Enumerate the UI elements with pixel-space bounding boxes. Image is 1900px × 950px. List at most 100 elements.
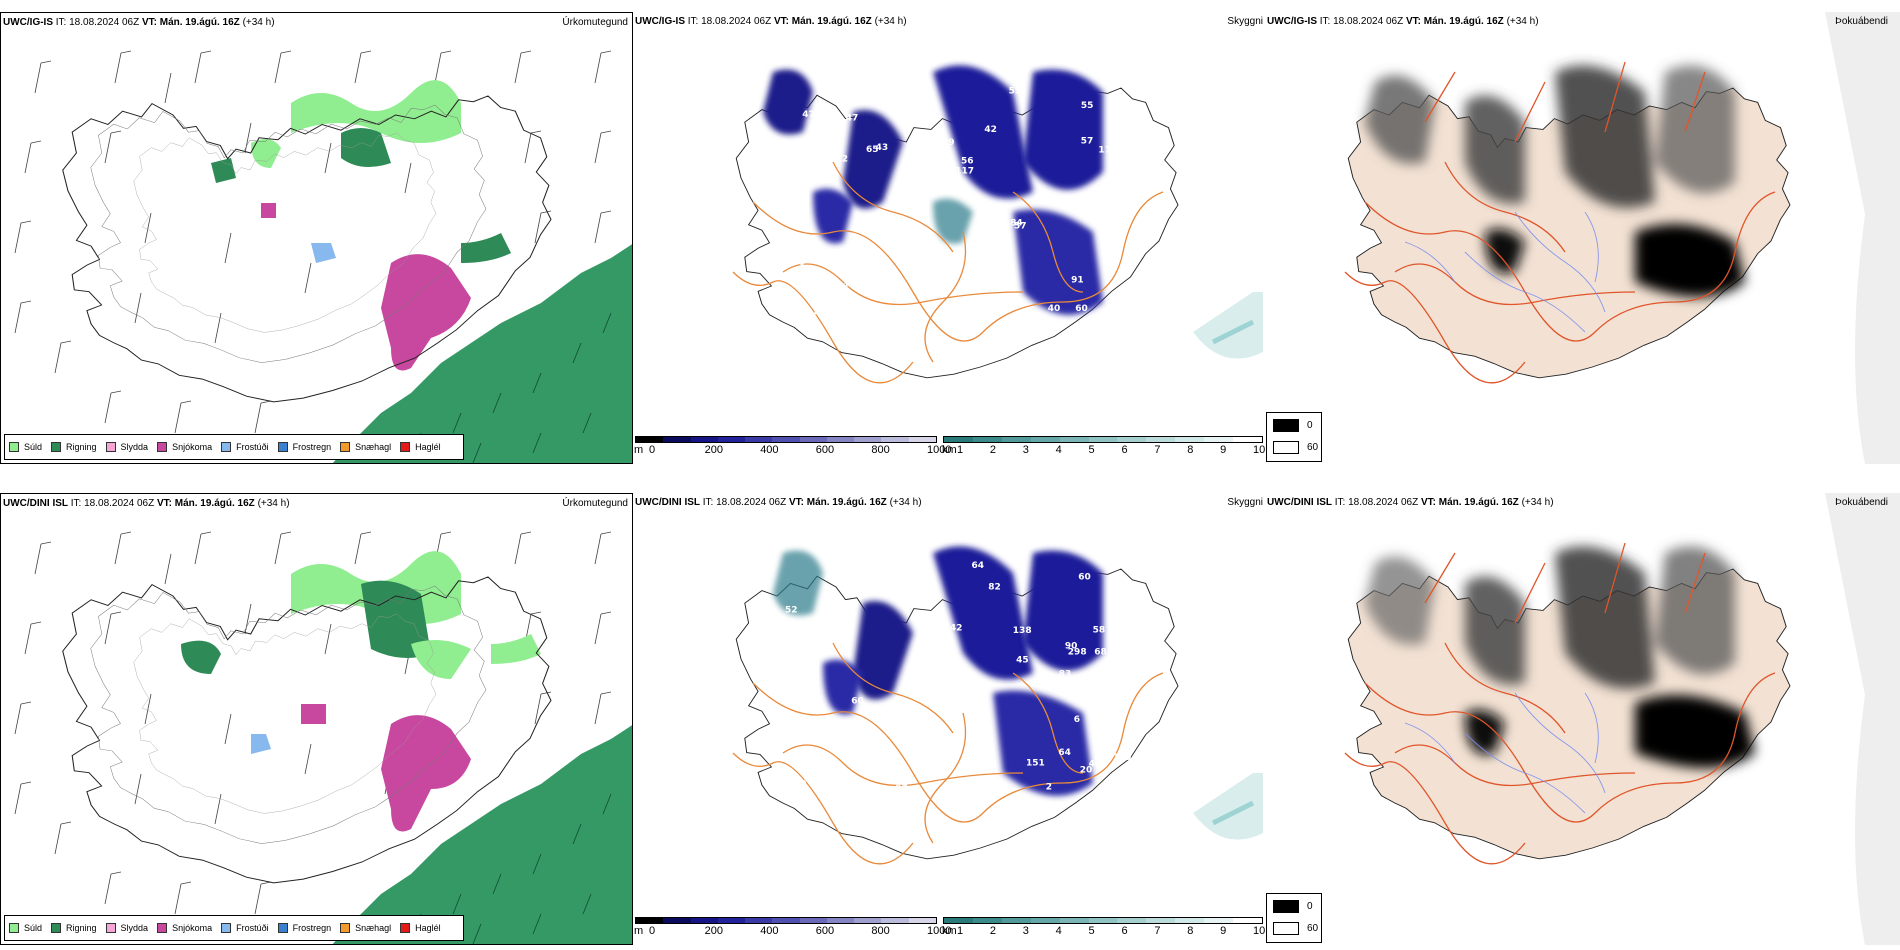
visibility-value-label: 63 bbox=[877, 566, 890, 576]
colorbar-step bbox=[944, 437, 973, 442]
colorbar-tick: 9 bbox=[1220, 925, 1227, 937]
colorbar-step bbox=[799, 918, 827, 923]
colorbar-step bbox=[717, 918, 746, 923]
colorbar-tick: 9 bbox=[1220, 444, 1227, 456]
visibility-value-label: 91 bbox=[1071, 276, 1084, 286]
field-name-fog: Þokuábendi bbox=[1835, 497, 1888, 508]
visibility-value-label: 76 bbox=[921, 751, 934, 761]
visibility-labels-row2: 6458404249639045604568528346564520946529… bbox=[785, 561, 1131, 808]
fog-panel-row1: UWC/IG-IS IT: 18.08.2024 06Z VT: Mán. 19… bbox=[1265, 12, 1900, 464]
colorbar-tick: 4 bbox=[1055, 925, 1062, 937]
visibility-value-label: 63 bbox=[905, 270, 918, 280]
visibility-value-label: 55 bbox=[1081, 101, 1094, 111]
visibility-value-label: 138 bbox=[1013, 626, 1032, 636]
legend-item: Slydda bbox=[105, 442, 148, 452]
visibility-value-label: 41 bbox=[808, 253, 821, 263]
fog-legend-row2: 0 60 bbox=[1266, 893, 1322, 943]
visibility-value-label: 52 bbox=[908, 113, 921, 123]
visibility-value-label: 55 bbox=[1009, 86, 1022, 96]
colorbar-tick: 7 bbox=[1154, 444, 1161, 456]
visibility-colorbar-row1: km 1 2 3 4 5 6 7 8 9 10 bbox=[942, 436, 1265, 456]
visibility-value-label: 68 bbox=[945, 318, 958, 328]
visibility-value-label: 72 bbox=[799, 694, 812, 704]
visibility-value-label: 56 bbox=[961, 157, 974, 167]
visibility-value-label: 55 bbox=[911, 279, 924, 289]
field-name-visibility: Skyggni bbox=[1227, 497, 1263, 508]
colorbar-tick: 400 bbox=[760, 444, 779, 456]
legend-item: Snjókoma bbox=[157, 923, 212, 933]
visibility-value-label: 115 bbox=[1098, 146, 1117, 156]
colorbar-step bbox=[1088, 918, 1118, 923]
colorbar-step bbox=[1233, 918, 1262, 923]
colorbar-tick: 7 bbox=[1154, 925, 1161, 937]
colorbar-tick: 400 bbox=[760, 925, 779, 937]
visibility-value-label: 60 bbox=[1075, 304, 1088, 314]
visibility-value-label: 45 bbox=[870, 758, 883, 768]
visibility-value-label: 60 bbox=[1078, 573, 1091, 583]
colorbar-tick: 600 bbox=[815, 444, 835, 456]
precip-legend: Súld Rigning Slydda Snjókoma Frostúði Fr… bbox=[4, 434, 464, 460]
visibility-value-label: 65 bbox=[927, 746, 940, 756]
colorbar-tick: 0 bbox=[649, 925, 656, 937]
colorbar-step bbox=[772, 918, 800, 923]
visibility-value-label: 64 bbox=[1058, 748, 1071, 758]
colorbar-step bbox=[1117, 918, 1147, 923]
legend-item: Frostúði bbox=[221, 923, 269, 933]
colorbar-step bbox=[1059, 437, 1089, 442]
legend-item: Slydda bbox=[105, 923, 148, 933]
visibility-value-label: 109 bbox=[909, 75, 928, 85]
precip-panel-row2: UWC/DINI ISL IT: 18.08.2024 06Z VT: Mán.… bbox=[0, 493, 633, 945]
colorbar-step bbox=[690, 437, 718, 442]
colorbar-step bbox=[908, 437, 936, 442]
colorbar-step bbox=[1088, 437, 1118, 442]
colorbar-tick: 0 bbox=[649, 444, 656, 456]
colorbar-step bbox=[663, 437, 691, 442]
header-row2-visibility: UWC/DINI ISL IT: 18.08.2024 06Z VT: Mán.… bbox=[635, 497, 922, 508]
visibility-value-label: 20 bbox=[1080, 765, 1093, 775]
visibility-value-label: 67 bbox=[909, 166, 922, 176]
visibility-value-label: 146 bbox=[873, 798, 892, 808]
colorbar-step bbox=[1146, 918, 1176, 923]
colorbar-step bbox=[826, 437, 855, 442]
colorbar-step bbox=[663, 918, 691, 923]
visibility-value-label: 90 bbox=[1065, 641, 1078, 651]
visibility-value-label: 47 bbox=[802, 110, 815, 120]
visibility-value-label: 2 bbox=[1046, 783, 1052, 793]
colorbar-step bbox=[854, 437, 882, 442]
visibility-value-label: 43 bbox=[1112, 159, 1125, 169]
visibility-value-label: 82 bbox=[988, 582, 1001, 592]
colorbar-step bbox=[1030, 437, 1060, 442]
visibility-value-label: 84 bbox=[905, 181, 918, 191]
visibility-labels-row1: 6042556742475249414361516856574710943745… bbox=[783, 75, 1125, 328]
header-row2-fog: UWC/DINI ISL IT: 18.08.2024 06Z VT: Mán.… bbox=[1267, 497, 1554, 508]
field-name-visibility: Skyggni bbox=[1227, 16, 1263, 27]
colorbar-step bbox=[881, 918, 909, 923]
visibility-value-label: 57 bbox=[1081, 137, 1094, 147]
colorbar-step bbox=[972, 918, 1002, 923]
colorbar-step bbox=[826, 918, 855, 923]
colorbar-step bbox=[799, 437, 827, 442]
legend-item: Frostúði bbox=[221, 442, 269, 452]
visibility-value-label: 52 bbox=[785, 606, 798, 616]
header-row1-fog: UWC/IG-IS IT: 18.08.2024 06Z VT: Mán. 19… bbox=[1267, 16, 1539, 27]
visibility-value-label: 49 bbox=[794, 780, 807, 790]
visibility-value-label: 46 bbox=[900, 794, 913, 804]
elevation-bar bbox=[635, 436, 937, 443]
precip-map-row1 bbox=[14, 50, 632, 463]
colorbar-tick: 1 bbox=[957, 925, 964, 937]
colorbar-tick: 200 bbox=[704, 925, 723, 937]
visibility-bar bbox=[943, 436, 1263, 443]
visibility-value-label: 85 bbox=[848, 251, 861, 261]
fog-map-row2 bbox=[1344, 493, 1900, 945]
colorbar-tick: 6 bbox=[1121, 925, 1128, 937]
colorbar-step bbox=[1233, 437, 1262, 442]
precip-legend: Súld Rigning Slydda Snjókoma Frostúði Fr… bbox=[4, 915, 464, 941]
colorbar-step bbox=[854, 918, 882, 923]
colorbar-tick: 800 bbox=[871, 444, 890, 456]
colorbar-step bbox=[1204, 918, 1234, 923]
visibility-value-label: 61 bbox=[783, 293, 796, 303]
field-name-precip: Úrkomutegund bbox=[562, 498, 628, 509]
visibility-value-label: 5 bbox=[786, 310, 792, 320]
colorbar-tick: 6 bbox=[1121, 444, 1128, 456]
colorbar-tick: 4 bbox=[1055, 444, 1062, 456]
